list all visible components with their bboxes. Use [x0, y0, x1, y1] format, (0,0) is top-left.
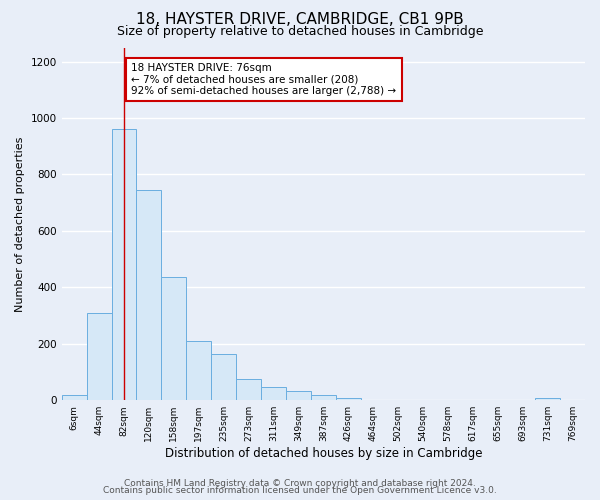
- X-axis label: Distribution of detached houses by size in Cambridge: Distribution of detached houses by size …: [164, 447, 482, 460]
- Text: Contains HM Land Registry data © Crown copyright and database right 2024.: Contains HM Land Registry data © Crown c…: [124, 478, 476, 488]
- Bar: [286, 391, 311, 400]
- Bar: [186, 341, 211, 400]
- Bar: [62, 394, 86, 400]
- Bar: [261, 386, 286, 400]
- Bar: [112, 130, 136, 400]
- Bar: [336, 398, 361, 400]
- Text: Contains public sector information licensed under the Open Government Licence v3: Contains public sector information licen…: [103, 486, 497, 495]
- Bar: [535, 398, 560, 400]
- Bar: [311, 395, 336, 400]
- Text: Size of property relative to detached houses in Cambridge: Size of property relative to detached ho…: [117, 25, 483, 38]
- Text: 18 HAYSTER DRIVE: 76sqm
← 7% of detached houses are smaller (208)
92% of semi-de: 18 HAYSTER DRIVE: 76sqm ← 7% of detached…: [131, 63, 397, 96]
- Bar: [236, 379, 261, 400]
- Y-axis label: Number of detached properties: Number of detached properties: [15, 136, 25, 312]
- Bar: [136, 190, 161, 400]
- Bar: [86, 312, 112, 400]
- Bar: [161, 278, 186, 400]
- Bar: [211, 354, 236, 400]
- Text: 18, HAYSTER DRIVE, CAMBRIDGE, CB1 9PB: 18, HAYSTER DRIVE, CAMBRIDGE, CB1 9PB: [136, 12, 464, 28]
